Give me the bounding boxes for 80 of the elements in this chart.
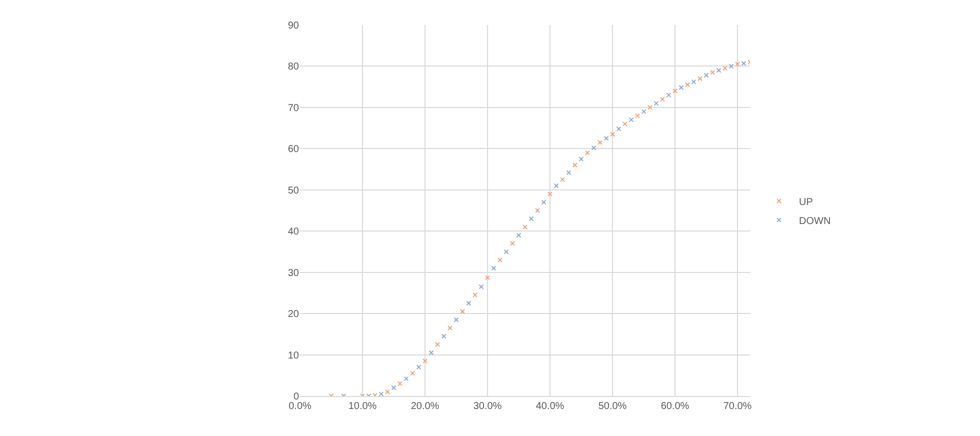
point	[554, 183, 559, 188]
point	[628, 117, 634, 122]
x-tick-label: 60.0%	[660, 401, 690, 412]
point	[691, 79, 696, 84]
point	[541, 200, 546, 205]
point	[716, 68, 722, 73]
y-tick-label: 0	[293, 392, 300, 402]
point	[522, 224, 528, 230]
point	[685, 82, 690, 88]
point	[622, 121, 628, 126]
point	[498, 257, 502, 262]
point	[604, 136, 609, 141]
point	[372, 392, 378, 396]
point	[448, 325, 452, 330]
point	[504, 249, 509, 254]
x-tick-label: 20.0%	[410, 401, 440, 412]
point	[466, 300, 472, 306]
point	[648, 104, 652, 110]
point	[454, 317, 459, 322]
point	[678, 85, 684, 90]
point	[654, 100, 659, 106]
point	[478, 284, 484, 290]
point	[572, 162, 578, 168]
point	[585, 150, 590, 156]
point	[641, 109, 646, 114]
point	[578, 156, 584, 162]
point	[491, 266, 496, 271]
x-tick-label: 0.0%	[288, 401, 312, 412]
point	[528, 216, 534, 222]
point	[460, 308, 465, 314]
point	[510, 240, 515, 246]
point	[410, 370, 415, 376]
y-tick-label: 70	[288, 102, 300, 114]
legend-label: DOWN	[799, 216, 831, 227]
point	[378, 391, 384, 396]
point	[698, 76, 702, 82]
point	[428, 350, 434, 356]
point	[416, 364, 422, 370]
point	[728, 64, 734, 69]
point	[598, 140, 602, 145]
x-tick-label: 40.0%	[536, 401, 564, 412]
y-tick-label: 50	[288, 185, 300, 196]
point	[516, 232, 522, 238]
y-tick-label: 90	[288, 20, 300, 32]
y-tick-label: 30	[288, 268, 300, 279]
point	[635, 113, 640, 118]
point	[441, 334, 446, 339]
point	[591, 145, 596, 150]
x-tick-label: 10.0%	[348, 401, 377, 412]
point	[616, 126, 622, 132]
y-tick-label: 80	[288, 62, 300, 73]
point	[566, 170, 572, 176]
y-tick-label: 20	[288, 309, 300, 320]
point	[672, 88, 678, 94]
point	[710, 70, 715, 75]
point	[391, 385, 396, 390]
point	[735, 62, 740, 67]
point	[666, 92, 672, 98]
legend-label: UP	[799, 196, 814, 208]
point	[472, 292, 478, 298]
point	[485, 275, 490, 280]
point	[404, 376, 409, 382]
y-tick-label: 10	[288, 350, 300, 362]
point	[422, 358, 428, 364]
point	[385, 389, 390, 394]
point	[398, 381, 402, 386]
point	[535, 208, 540, 213]
point	[548, 192, 552, 197]
point	[704, 72, 709, 78]
point	[610, 132, 615, 137]
point	[722, 66, 728, 71]
point	[435, 342, 440, 347]
point	[660, 96, 665, 102]
x-tick-label: 70.0%	[723, 401, 752, 412]
x-tick-label: 50.0%	[598, 401, 627, 412]
y-tick-label: 60	[288, 144, 300, 156]
point	[560, 177, 565, 182]
point	[741, 60, 746, 66]
x-tick-label: 30.0%	[473, 401, 502, 412]
y-tick-label: 40	[288, 226, 300, 238]
